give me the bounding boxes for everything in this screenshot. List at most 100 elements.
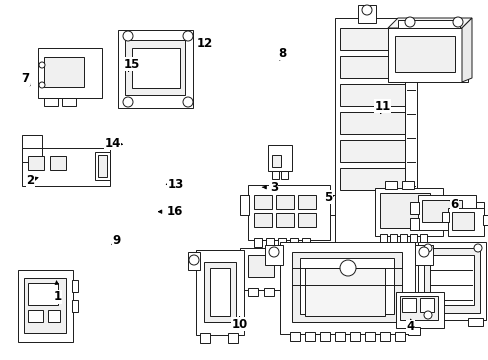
Bar: [253, 195, 271, 209]
Bar: [394, 332, 404, 341]
Bar: [295, 288, 305, 296]
Bar: [267, 145, 291, 171]
Circle shape: [123, 31, 133, 41]
Bar: [409, 218, 418, 230]
Bar: [22, 148, 110, 186]
Bar: [329, 195, 338, 215]
Circle shape: [183, 97, 193, 107]
Bar: [399, 296, 437, 320]
Bar: [302, 238, 309, 247]
Circle shape: [423, 244, 431, 252]
Bar: [349, 332, 359, 341]
Bar: [441, 212, 448, 222]
Bar: [407, 327, 419, 335]
Circle shape: [183, 31, 193, 41]
Bar: [187, 252, 200, 270]
Bar: [334, 18, 409, 273]
Bar: [401, 181, 413, 189]
Bar: [24, 278, 66, 333]
Bar: [319, 332, 329, 341]
Polygon shape: [387, 18, 471, 28]
Text: 3: 3: [262, 181, 277, 194]
Bar: [28, 156, 44, 170]
Bar: [394, 36, 454, 72]
Bar: [379, 193, 429, 228]
Text: 15: 15: [123, 58, 140, 71]
Bar: [289, 332, 299, 341]
Circle shape: [452, 17, 462, 27]
Bar: [50, 156, 66, 170]
Bar: [409, 202, 418, 214]
Text: 7: 7: [21, 72, 30, 86]
Bar: [278, 238, 285, 247]
Polygon shape: [461, 18, 471, 82]
Circle shape: [39, 82, 45, 88]
Bar: [467, 318, 482, 326]
Bar: [429, 255, 473, 305]
Text: 2: 2: [26, 174, 38, 186]
Bar: [48, 310, 60, 322]
Bar: [339, 168, 404, 190]
Bar: [419, 234, 426, 242]
Text: 11: 11: [373, 100, 390, 114]
Bar: [38, 48, 102, 98]
Bar: [417, 242, 485, 320]
Bar: [98, 155, 107, 177]
Circle shape: [268, 247, 279, 257]
Bar: [401, 298, 415, 312]
Bar: [421, 200, 461, 222]
Bar: [200, 333, 209, 343]
Text: 14: 14: [104, 137, 122, 150]
Text: 8: 8: [278, 47, 286, 60]
Bar: [339, 84, 404, 106]
Circle shape: [189, 255, 199, 265]
Bar: [399, 234, 406, 242]
Bar: [271, 155, 281, 167]
Bar: [291, 252, 401, 322]
Bar: [423, 248, 479, 313]
Bar: [409, 234, 416, 242]
Bar: [289, 238, 297, 247]
Bar: [299, 258, 393, 314]
Circle shape: [361, 5, 371, 15]
Bar: [240, 248, 317, 290]
Circle shape: [404, 17, 414, 27]
Circle shape: [39, 62, 45, 68]
Bar: [227, 333, 238, 343]
Bar: [22, 148, 42, 162]
Bar: [280, 288, 289, 296]
Bar: [275, 213, 293, 227]
Bar: [196, 250, 244, 335]
Bar: [275, 195, 293, 209]
Bar: [389, 234, 396, 242]
Bar: [62, 98, 76, 106]
Bar: [305, 332, 314, 341]
Bar: [451, 212, 473, 230]
Bar: [447, 208, 483, 236]
Circle shape: [339, 260, 355, 276]
Bar: [334, 332, 345, 341]
Bar: [281, 171, 287, 179]
Bar: [240, 195, 248, 215]
Bar: [118, 30, 193, 108]
Text: 9: 9: [111, 234, 120, 247]
Bar: [374, 188, 442, 236]
Bar: [280, 242, 414, 334]
Bar: [339, 112, 404, 134]
Text: 5: 5: [324, 191, 333, 204]
Circle shape: [418, 247, 428, 257]
Bar: [379, 332, 389, 341]
Bar: [18, 270, 73, 342]
Bar: [417, 195, 475, 230]
Bar: [264, 288, 273, 296]
Bar: [357, 5, 375, 23]
Bar: [231, 255, 241, 277]
Bar: [414, 245, 432, 265]
Bar: [419, 298, 433, 312]
Bar: [247, 185, 329, 240]
Bar: [475, 202, 483, 212]
Bar: [247, 288, 258, 296]
Bar: [379, 234, 386, 242]
Bar: [297, 213, 315, 227]
Bar: [339, 28, 404, 50]
